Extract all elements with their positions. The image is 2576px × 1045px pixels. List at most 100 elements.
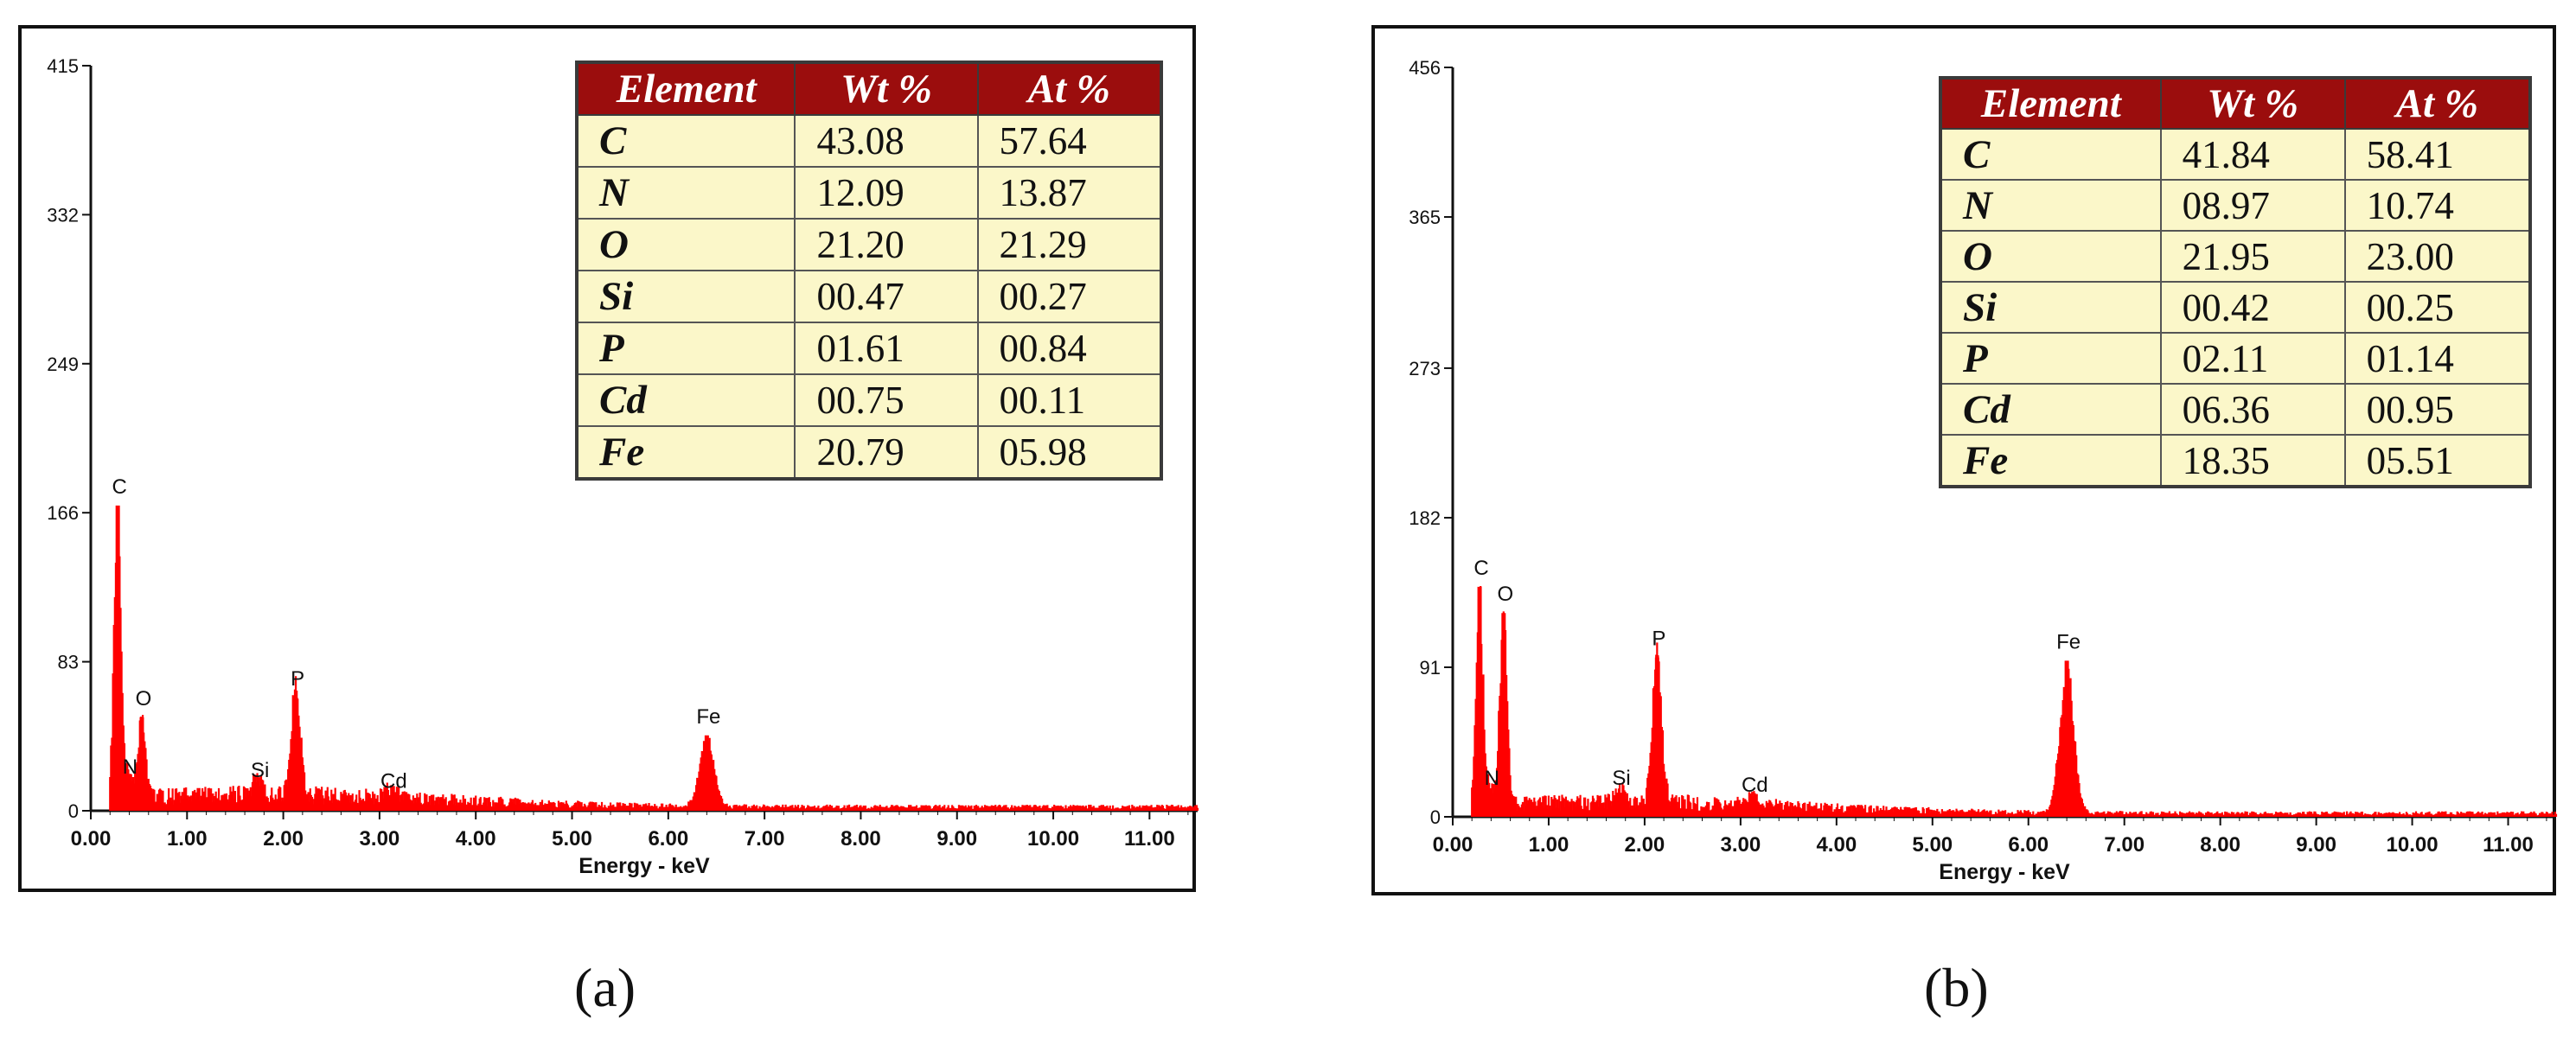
at-cell: 01.14 bbox=[2343, 332, 2532, 385]
x-tick-label: 11.00 bbox=[2483, 833, 2534, 857]
header-element: Element bbox=[1940, 77, 2162, 130]
element-cell: N bbox=[1940, 179, 2162, 232]
x-tick-label: 3.00 bbox=[360, 827, 400, 851]
x-tick-label: 4.00 bbox=[456, 827, 496, 851]
peak-label-fe: Fe bbox=[2056, 630, 2081, 653]
y-tick-label: 332 bbox=[47, 204, 79, 226]
table-row: Cd 06.36 00.95 bbox=[1940, 383, 2532, 436]
wt-cell: 12.09 bbox=[794, 166, 979, 220]
at-cell: 00.27 bbox=[976, 270, 1163, 323]
x-tick-label: 11.00 bbox=[1124, 827, 1175, 851]
x-tick-label: 2.00 bbox=[1625, 833, 1665, 857]
element-cell: Cd bbox=[575, 373, 796, 427]
eds-panel-a: 0 83 166 249 332 415 0.00 1.00 2.00 3.00 4.00 5.00 6… bbox=[18, 25, 1199, 892]
peak-label-cd: Cd bbox=[1742, 774, 1768, 797]
wt-cell: 21.20 bbox=[794, 218, 979, 271]
wt-cell: 41.84 bbox=[2159, 128, 2346, 181]
peak-label-cd: Cd bbox=[380, 770, 407, 793]
peak-label-o: O bbox=[136, 687, 152, 710]
x-tick-label: 10.00 bbox=[1027, 827, 1079, 851]
element-cell: P bbox=[1940, 332, 2162, 385]
table-row: O 21.95 23.00 bbox=[1940, 230, 2532, 283]
x-tick-label: 4.00 bbox=[1816, 833, 1857, 857]
y-tick-label: 415 bbox=[47, 55, 79, 77]
y-tick-label: 166 bbox=[47, 502, 79, 524]
x-tick-label: 9.00 bbox=[2296, 833, 2336, 857]
caption-a: (a) bbox=[574, 957, 636, 1018]
table-header-row: Element Wt % At % bbox=[1940, 77, 2532, 130]
table-header-row: Element Wt % At % bbox=[575, 61, 1163, 116]
x-tick-label: 2.00 bbox=[263, 827, 304, 851]
x-tick-label: 0.00 bbox=[1433, 833, 1473, 857]
x-tick-label: 1.00 bbox=[167, 827, 208, 851]
y-tick-label: 365 bbox=[1409, 207, 1441, 228]
table-row: O 21.20 21.29 bbox=[575, 218, 1163, 271]
y-tick-label: 273 bbox=[1409, 358, 1441, 379]
element-cell: N bbox=[575, 166, 796, 220]
peak-label-c: C bbox=[1473, 557, 1488, 580]
table-row: P 02.11 01.14 bbox=[1940, 332, 2532, 385]
spectrum-bars bbox=[1471, 586, 2558, 817]
x-axis-label: Energy - keV bbox=[1939, 860, 2070, 884]
table-row: N 08.97 10.74 bbox=[1940, 179, 2532, 232]
peak-label-n: N bbox=[123, 755, 137, 779]
x-tick-label: 5.00 bbox=[1912, 833, 1953, 857]
table-row: C 43.08 57.64 bbox=[575, 114, 1163, 168]
at-cell: 00.11 bbox=[976, 373, 1163, 427]
table-row: Cd 00.75 00.11 bbox=[575, 373, 1163, 427]
x-tick-label: 1.00 bbox=[1529, 833, 1569, 857]
x-tick-label: 0.00 bbox=[71, 827, 112, 851]
at-cell: 05.98 bbox=[976, 425, 1163, 480]
at-cell: 00.25 bbox=[2343, 281, 2532, 334]
wt-cell: 02.11 bbox=[2159, 332, 2346, 385]
x-tick-label: 7.00 bbox=[2104, 833, 2145, 857]
at-cell: 00.95 bbox=[2343, 383, 2532, 436]
wt-cell: 20.79 bbox=[794, 425, 979, 480]
at-cell: 58.41 bbox=[2343, 128, 2532, 181]
peak-label-o: O bbox=[1497, 583, 1513, 606]
wt-cell: 00.42 bbox=[2159, 281, 2346, 334]
element-cell: P bbox=[575, 322, 796, 375]
element-cell: Fe bbox=[575, 425, 796, 480]
wt-cell: 01.61 bbox=[794, 322, 979, 375]
table-row: C 41.84 58.41 bbox=[1940, 128, 2532, 181]
wt-cell: 43.08 bbox=[794, 114, 979, 168]
spectrum-bars bbox=[109, 538, 1199, 811]
header-at: At % bbox=[2343, 77, 2532, 130]
x-tick-label: 6.00 bbox=[648, 827, 688, 851]
element-cell: C bbox=[1940, 128, 2162, 181]
y-tick-label: 456 bbox=[1409, 57, 1441, 79]
x-tick-label: 10.00 bbox=[2387, 833, 2439, 857]
eds-spectrum-a: 0 83 166 249 332 415 0.00 1.00 2.00 3.00 4.00 5.00 6… bbox=[47, 55, 1199, 878]
y-tick-label: 91 bbox=[1420, 657, 1441, 679]
element-cell: Si bbox=[1940, 281, 2162, 334]
x-tick-label: 8.00 bbox=[841, 827, 881, 851]
at-cell: 00.84 bbox=[976, 322, 1163, 375]
header-wt: Wt % bbox=[2159, 77, 2346, 130]
table-row: P 01.61 00.84 bbox=[575, 322, 1163, 375]
header-at: At % bbox=[976, 61, 1163, 116]
wt-cell: 08.97 bbox=[2159, 179, 2346, 232]
wt-cell: 00.47 bbox=[794, 270, 979, 323]
at-cell: 21.29 bbox=[976, 218, 1163, 271]
table-row: Fe 18.35 05.51 bbox=[1940, 434, 2532, 487]
at-cell: 23.00 bbox=[2343, 230, 2532, 283]
table-row: Si 00.42 00.25 bbox=[1940, 281, 2532, 334]
y-tick-label: 0 bbox=[1430, 806, 1441, 828]
peak-label-c: C bbox=[112, 475, 126, 499]
element-cell: Cd bbox=[1940, 383, 2162, 436]
table-row: Fe 20.79 05.98 bbox=[575, 425, 1163, 480]
x-tick-label: 5.00 bbox=[552, 827, 592, 851]
element-cell: C bbox=[575, 114, 796, 168]
caption-b: (b) bbox=[1924, 957, 1989, 1018]
wt-cell: 18.35 bbox=[2159, 434, 2346, 487]
header-element: Element bbox=[575, 61, 796, 116]
element-cell: Fe bbox=[1940, 434, 2162, 487]
eds-spectrum-b: 0 91 182 273 365 456 0.00 1.00 2.00 3.00 4.00 5.00 6… bbox=[1409, 57, 2558, 884]
element-cell: O bbox=[575, 218, 796, 271]
eds-panel-b: 0 91 182 273 365 456 0.00 1.00 2.00 3.00 4.00 5.00 6… bbox=[1371, 25, 2558, 895]
element-cell: O bbox=[1940, 230, 2162, 283]
peak-label-si: Si bbox=[1612, 767, 1630, 790]
y-tick-label: 249 bbox=[47, 354, 79, 375]
at-cell: 57.64 bbox=[976, 114, 1163, 168]
